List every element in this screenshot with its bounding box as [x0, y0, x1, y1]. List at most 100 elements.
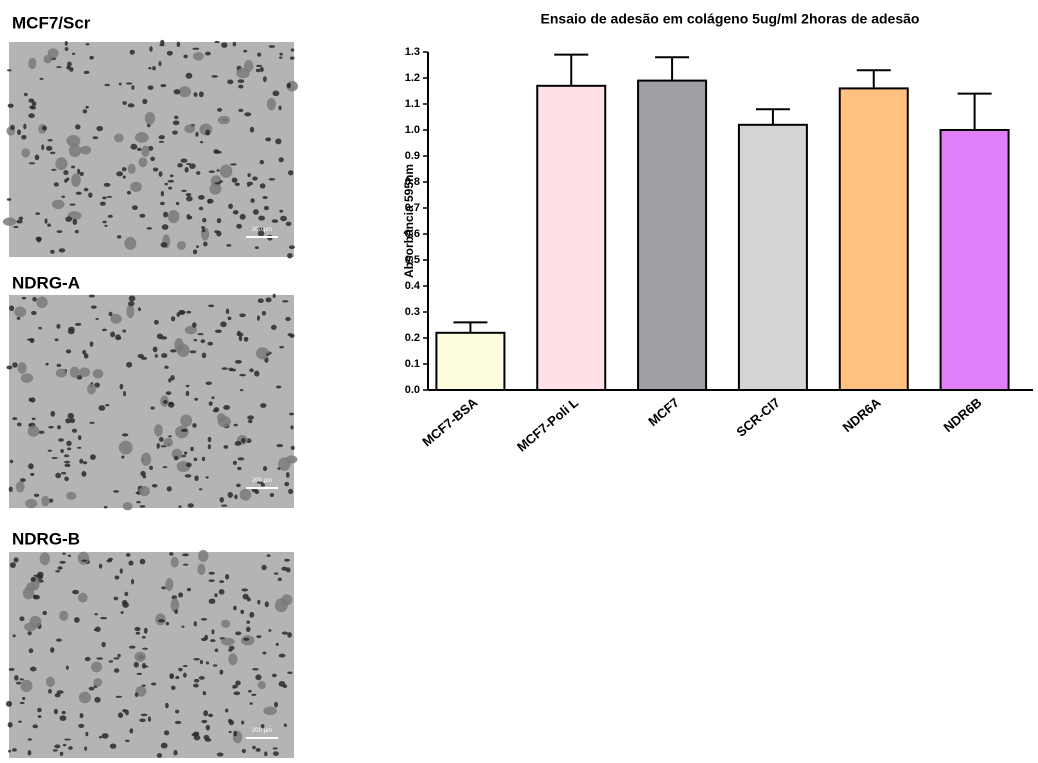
cell [170, 375, 175, 381]
cell [235, 631, 242, 636]
cell [129, 49, 135, 55]
cell [83, 353, 89, 359]
cell [239, 213, 246, 220]
cell [170, 316, 176, 322]
cell [136, 500, 141, 504]
cell [150, 156, 156, 162]
cell [121, 599, 128, 605]
cell [160, 84, 167, 88]
cell [240, 609, 245, 615]
cell [275, 385, 282, 389]
cell [17, 129, 21, 136]
cell [283, 723, 287, 727]
cell [228, 367, 234, 372]
cell [272, 293, 276, 298]
cell [202, 691, 207, 696]
cell [193, 678, 200, 683]
cell [8, 486, 13, 493]
cell [262, 466, 268, 472]
cell [121, 167, 127, 172]
cell [69, 67, 74, 72]
cell [71, 428, 78, 433]
cell [41, 125, 47, 131]
cell [186, 196, 193, 202]
cell [114, 575, 120, 580]
cell [201, 229, 206, 233]
cell [105, 404, 110, 407]
cell [8, 749, 12, 753]
bar [737, 123, 808, 392]
cell [63, 460, 71, 464]
cell [65, 665, 69, 670]
cell [214, 329, 222, 333]
cell [83, 70, 90, 74]
cell [232, 460, 237, 465]
cell [254, 246, 259, 250]
cell [178, 86, 192, 98]
cell [189, 350, 197, 354]
cell [226, 243, 232, 247]
cell [194, 475, 199, 482]
cell [91, 661, 103, 673]
cell [201, 456, 206, 462]
y-tick-label: 0.4 [405, 280, 421, 292]
cell [122, 175, 126, 179]
cell [54, 338, 59, 342]
cell [284, 481, 290, 487]
cell [147, 85, 154, 90]
cell [52, 749, 58, 752]
cell [278, 56, 283, 59]
cell [184, 166, 189, 173]
cell [58, 248, 66, 253]
cell [266, 554, 271, 557]
cell [165, 621, 170, 626]
cell [151, 484, 158, 488]
cell [227, 316, 232, 321]
cell [140, 713, 148, 717]
cell [252, 667, 259, 671]
cell [141, 635, 146, 639]
cell [162, 466, 168, 469]
cell [161, 353, 168, 358]
cell [126, 552, 131, 557]
cell [170, 598, 180, 613]
cell [158, 437, 164, 442]
cell [192, 249, 198, 255]
cell [64, 476, 69, 482]
cell [194, 397, 199, 401]
cell [181, 625, 185, 628]
cell [6, 198, 12, 201]
cell [223, 445, 229, 449]
cell [88, 294, 95, 298]
cell [208, 598, 216, 604]
cell [135, 631, 141, 635]
cell [9, 305, 15, 312]
cell [20, 679, 33, 693]
cell [255, 674, 262, 681]
cell [261, 311, 267, 316]
cell [184, 474, 192, 478]
cell [107, 195, 113, 198]
panel-label: MCF7/Scr [12, 13, 91, 32]
cell [256, 481, 263, 484]
cell [219, 164, 233, 178]
cell [241, 588, 249, 592]
cell [134, 651, 146, 662]
x-tick-label: NDR6B [941, 395, 985, 435]
cell [280, 215, 287, 222]
cell [281, 631, 288, 635]
cell [275, 642, 279, 646]
cell [152, 167, 159, 172]
cell [45, 676, 55, 688]
cell [176, 343, 190, 357]
cell [18, 720, 22, 723]
cell [94, 626, 101, 632]
cell [243, 637, 250, 641]
cell [200, 618, 208, 621]
cell [254, 370, 260, 377]
cell [75, 124, 81, 130]
cell [108, 557, 113, 561]
cell [232, 41, 237, 47]
cell [169, 552, 174, 556]
cell [288, 245, 295, 250]
